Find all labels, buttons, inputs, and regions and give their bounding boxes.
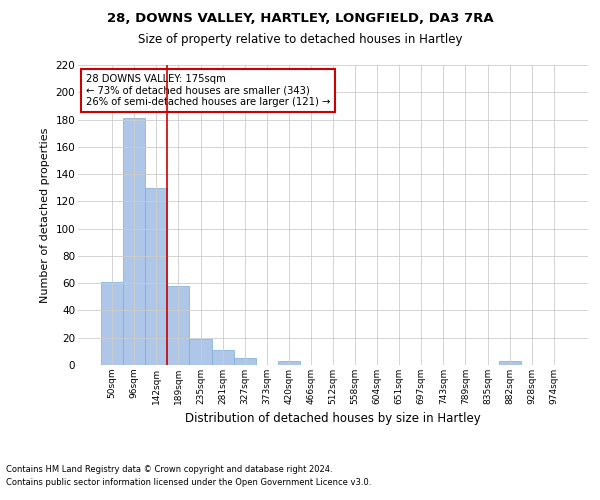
Bar: [123, 118, 145, 365]
Bar: [167, 286, 190, 365]
Text: Size of property relative to detached houses in Hartley: Size of property relative to detached ho…: [138, 32, 462, 46]
X-axis label: Distribution of detached houses by size in Hartley: Distribution of detached houses by size …: [185, 412, 481, 426]
Bar: [499, 361, 521, 365]
Text: Contains public sector information licensed under the Open Government Licence v3: Contains public sector information licen…: [6, 478, 371, 487]
Bar: [212, 350, 233, 365]
Bar: [233, 358, 256, 365]
Text: 28 DOWNS VALLEY: 175sqm
← 73% of detached houses are smaller (343)
26% of semi-d: 28 DOWNS VALLEY: 175sqm ← 73% of detache…: [86, 74, 330, 107]
Text: 28, DOWNS VALLEY, HARTLEY, LONGFIELD, DA3 7RA: 28, DOWNS VALLEY, HARTLEY, LONGFIELD, DA…: [107, 12, 493, 26]
Text: Contains HM Land Registry data © Crown copyright and database right 2024.: Contains HM Land Registry data © Crown c…: [6, 466, 332, 474]
Bar: [278, 361, 300, 365]
Bar: [145, 188, 167, 365]
Bar: [101, 282, 123, 365]
Bar: [190, 339, 212, 365]
Y-axis label: Number of detached properties: Number of detached properties: [40, 128, 50, 302]
